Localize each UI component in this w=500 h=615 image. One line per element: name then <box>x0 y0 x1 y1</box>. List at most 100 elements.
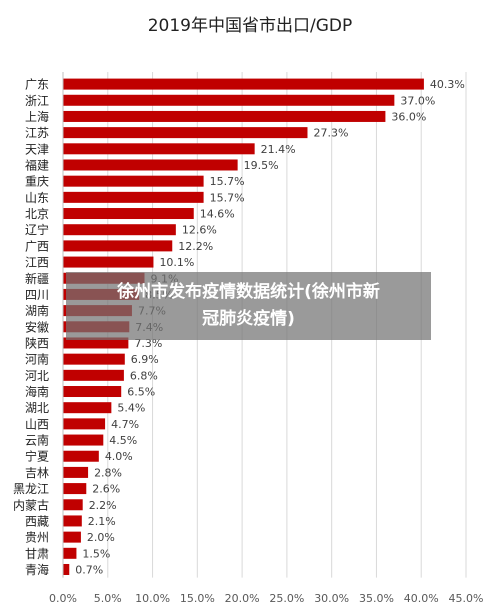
value-label: 10.1% <box>159 256 194 269</box>
bar <box>63 159 238 171</box>
category-label: 宁夏 <box>25 449 49 464</box>
value-label: 2.0% <box>87 531 115 544</box>
bar <box>63 127 308 139</box>
overlay-banner: 徐州市发布疫情数据统计(徐州市新 冠肺炎疫情) <box>66 272 431 340</box>
category-label: 辽宁 <box>25 222 49 237</box>
category-label: 上海 <box>25 109 49 124</box>
category-label: 湖南 <box>25 303 49 318</box>
value-label: 19.5% <box>244 159 279 172</box>
value-label: 15.7% <box>210 191 245 204</box>
bar <box>63 78 424 90</box>
bar <box>63 143 255 155</box>
category-label: 吉林 <box>25 466 49 480</box>
bar <box>63 402 112 414</box>
value-label: 2.1% <box>88 515 116 528</box>
value-label: 14.6% <box>200 208 235 221</box>
bar <box>63 434 104 446</box>
bar <box>63 466 89 478</box>
category-labels: 广东浙江上海江苏天津福建重庆山东北京辽宁广西江西新疆四川湖南安徽陕西河南河北海南… <box>13 78 49 577</box>
bar <box>63 515 82 527</box>
x-tick-label: 25.0% <box>269 592 304 605</box>
value-label: 2.8% <box>94 466 122 479</box>
category-label: 广东 <box>25 78 49 92</box>
value-label: 15.7% <box>210 175 245 188</box>
x-tick-label: 20.0% <box>225 592 260 605</box>
bar <box>63 337 129 349</box>
x-tick-labels: 0.0% 5.0% 10.0% 15.0% 20.0% 25.0% 30.0% 35.0% 40… <box>49 592 483 605</box>
chart-title: 2019年中国省市出口/GDP <box>148 16 353 36</box>
bar <box>63 353 125 365</box>
category-label: 海南 <box>25 384 49 399</box>
bar <box>63 369 124 381</box>
bar <box>63 240 173 252</box>
bar <box>63 224 176 236</box>
category-label: 重庆 <box>25 175 49 189</box>
value-label: 4.7% <box>111 418 139 431</box>
category-label: 陕西 <box>25 335 49 350</box>
category-label: 新疆 <box>25 271 49 286</box>
x-tick-label: 5.0% <box>94 592 122 605</box>
bar <box>63 110 386 122</box>
category-label: 广西 <box>25 239 49 253</box>
category-label: 青海 <box>25 562 49 577</box>
x-tick-label: 15.0% <box>180 592 215 605</box>
x-tick-label: 10.0% <box>135 592 170 605</box>
category-label: 北京 <box>25 207 49 221</box>
value-label: 12.2% <box>178 240 213 253</box>
banner-line-1: 徐州市发布疫情数据统计(徐州市新 <box>117 282 380 302</box>
bar <box>63 483 87 495</box>
bar <box>63 386 122 398</box>
value-label: 0.7% <box>75 563 103 576</box>
category-label: 河北 <box>25 369 49 383</box>
bar <box>63 418 106 430</box>
value-label: 6.9% <box>131 353 159 366</box>
x-tick-label: 35.0% <box>359 592 394 605</box>
bar <box>63 94 395 106</box>
value-label: 36.0% <box>391 110 426 123</box>
category-label: 江苏 <box>25 126 49 140</box>
value-label: 27.3% <box>313 127 348 140</box>
category-label: 福建 <box>25 157 49 172</box>
bars <box>63 78 424 575</box>
value-label: 4.0% <box>105 450 133 463</box>
banner-line-2: 冠肺炎疫情) <box>202 309 295 329</box>
bar <box>63 499 83 511</box>
category-label: 湖北 <box>25 400 49 415</box>
bar <box>63 531 81 543</box>
value-label: 21.4% <box>261 143 296 156</box>
bar <box>63 450 99 462</box>
value-label: 40.3% <box>430 78 465 91</box>
x-tick-label: 0.0% <box>49 592 77 605</box>
value-label: 12.6% <box>182 224 217 237</box>
bar <box>63 256 154 268</box>
category-label: 天津 <box>25 142 49 156</box>
category-label: 河南 <box>25 352 49 367</box>
x-tick-label: 40.0% <box>404 592 439 605</box>
category-label: 甘肃 <box>25 547 49 561</box>
category-label: 四川 <box>25 288 49 302</box>
category-label: 山东 <box>25 191 49 205</box>
value-label: 37.0% <box>400 94 435 107</box>
value-label: 7.3% <box>134 337 162 350</box>
category-label: 安徽 <box>25 319 49 334</box>
value-label: 2.2% <box>89 499 117 512</box>
category-label: 山西 <box>25 417 49 431</box>
bar <box>63 208 194 220</box>
x-tick-label: 30.0% <box>314 592 349 605</box>
bar <box>63 563 70 575</box>
category-label: 西藏 <box>25 514 49 528</box>
x-tick-label: 45.0% <box>449 592 484 605</box>
category-label: 云南 <box>25 433 49 448</box>
category-label: 内蒙古 <box>13 497 49 512</box>
category-label: 浙江 <box>25 94 49 108</box>
category-label: 江西 <box>25 256 49 270</box>
value-label: 1.5% <box>82 547 110 560</box>
value-label: 4.5% <box>109 434 137 447</box>
bar <box>63 547 77 559</box>
category-label: 黑龙江 <box>13 482 49 496</box>
value-label: 2.6% <box>92 483 120 496</box>
category-label: 贵州 <box>25 531 49 545</box>
bar <box>63 175 204 187</box>
value-label: 5.4% <box>117 402 145 415</box>
